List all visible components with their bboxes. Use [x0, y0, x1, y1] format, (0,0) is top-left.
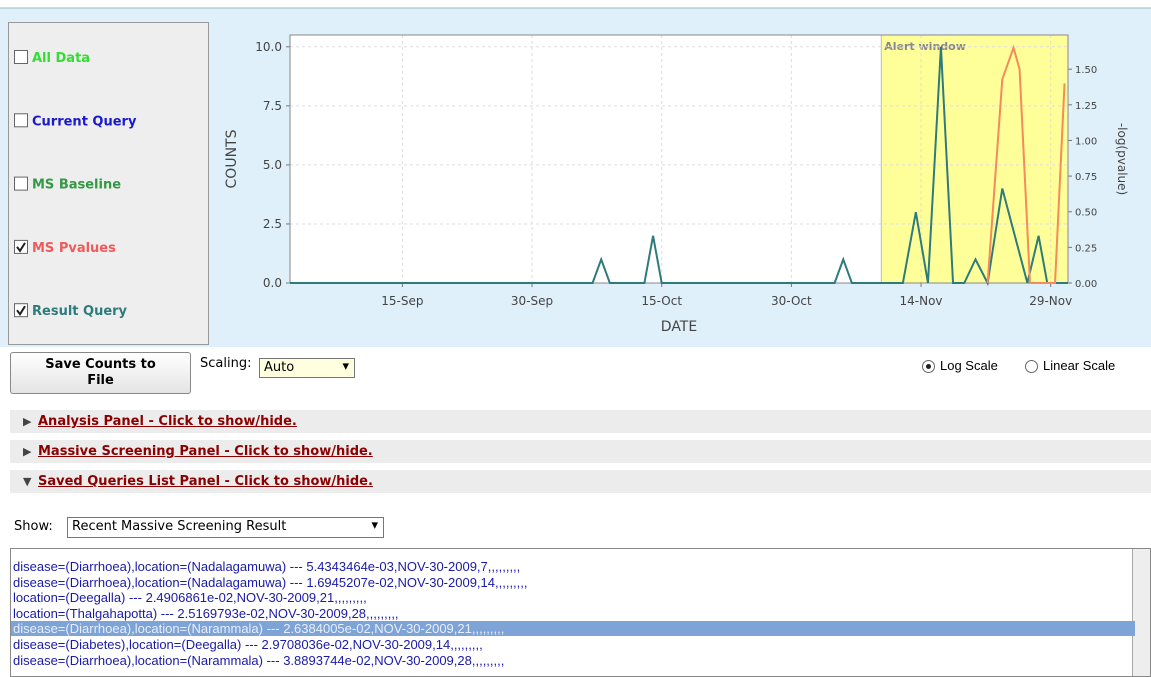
legend-checkbox[interactable]: MS Pvalues: [14, 239, 117, 256]
checkbox: [14, 239, 28, 254]
y2-axis-label: -log(pvalue): [1115, 123, 1129, 195]
radio[interactable]: [1025, 360, 1038, 373]
list-item[interactable]: disease=(Diarrhoea),location=(Nadalagamu…: [13, 574, 528, 590]
y2-tick-label: 1.50: [1075, 65, 1097, 76]
y2-tick-label: 1.25: [1075, 101, 1097, 112]
panel-link[interactable]: Massive Screening Panel - Click to show/…: [38, 444, 373, 459]
y-tick-label: 0.0: [263, 276, 282, 290]
checkmark: [16, 242, 26, 253]
list-item[interactable]: location=(Thalgahapotta) --- 2.5169793e-…: [13, 605, 399, 621]
x-tick-label: 29-Nov: [1029, 294, 1072, 308]
disclosure-triangle: ▶: [23, 445, 32, 458]
scaling-select[interactable]: Auto ▾: [259, 358, 355, 378]
legend-label: MS Pvalues: [32, 241, 116, 256]
panel-header[interactable]: ▶ Massive Screening Panel - Click to show…: [10, 440, 1151, 463]
legend-label: Result Query: [32, 304, 128, 319]
radio-dot: [926, 364, 931, 369]
series-line: [986, 44, 1066, 284]
y2-tick-label: 1.00: [1075, 136, 1097, 147]
radio[interactable]: [922, 360, 935, 373]
query-list[interactable]: disease=(Diarrhoea),location=(Nadalagamu…: [10, 548, 1151, 677]
y-axis-label: COUNTS: [224, 129, 240, 188]
dropdown-arrow: ▾: [371, 518, 378, 533]
panel-header[interactable]: ▶ Analysis Panel - Click to show/hide.: [10, 410, 1151, 433]
legend-box: [8, 22, 209, 345]
list-item[interactable]: disease=(Diarrhoea),location=(Nadalagamu…: [13, 559, 521, 574]
y-tick-label: 5.0: [263, 158, 282, 172]
x-axis-label: DATE: [661, 319, 697, 335]
legend-label: Current Query: [32, 114, 137, 129]
y2-tick-label: 0.50: [1075, 208, 1097, 219]
legend-checkbox[interactable]: Current Query: [14, 113, 137, 130]
scaling-value: Auto: [264, 360, 295, 375]
list-item[interactable]: disease=(Diarrhoea),location=(Narammala)…: [13, 652, 505, 668]
panel-header[interactable]: ▼ Saved Queries List Panel - Click to sho…: [10, 470, 1151, 493]
y2-tick-label: 0.25: [1075, 243, 1097, 254]
checkmark: [16, 305, 26, 316]
checkbox: [14, 113, 28, 128]
checkbox: [14, 176, 28, 191]
x-tick-label: 14-Nov: [900, 294, 943, 308]
scaling-label: Scaling:: [200, 356, 252, 371]
disclosure-triangle: ▶: [23, 415, 32, 428]
legend-checkbox[interactable]: All Data: [14, 50, 91, 67]
chart-panel: Alert window 15-Sep 30-Sep 15-Oct 30-Oct 14-N…: [0, 7, 1151, 347]
checkbox: [14, 303, 28, 318]
x-tick-label: 30-Sep: [511, 294, 553, 308]
x-tick-label: 15-Sep: [381, 294, 423, 308]
y2-tick-label: 0.75: [1075, 172, 1097, 183]
y-tick-label: 10.0: [255, 40, 282, 54]
radio-label: Linear Scale: [1043, 358, 1116, 373]
y-tick-label: 7.5: [263, 99, 282, 113]
legend-label: MS Baseline: [32, 178, 121, 193]
dropdown-arrow: ▾: [342, 359, 349, 374]
radio-label: Log Scale: [940, 358, 998, 373]
series-line: [290, 46, 1068, 287]
list-item[interactable]: disease=(Diabetes),location=(Deegalla) -…: [13, 637, 483, 652]
scrollbar[interactable]: [1132, 549, 1150, 676]
list-item[interactable]: disease=(Diarrhoea),location=(Narammala)…: [11, 621, 1135, 637]
legend-checkbox[interactable]: MS Baseline: [14, 176, 122, 193]
save-button[interactable]: Save Counts to File: [10, 352, 191, 394]
alert-window-label: Alert window: [884, 40, 966, 53]
panel-link[interactable]: Saved Queries List Panel - Click to show…: [38, 474, 373, 489]
show-value: Recent Massive Screening Result: [72, 519, 287, 534]
y-tick-label: 2.5: [263, 217, 282, 231]
checkbox: [14, 50, 28, 64]
show-label: Show:: [14, 519, 53, 534]
legend-checkbox[interactable]: Result Query: [14, 303, 128, 320]
y2-tick-label: 0.00: [1075, 279, 1097, 290]
x-tick-label: 30-Oct: [771, 294, 812, 308]
x-tick-label: 15-Oct: [641, 294, 682, 308]
list-item[interactable]: location=(Deegalla) --- 2.4906861e-02,NO…: [13, 590, 367, 606]
legend-label: All Data: [32, 51, 90, 66]
panel-link[interactable]: Analysis Panel - Click to show/hide.: [38, 414, 297, 429]
disclosure-triangle: ▼: [23, 475, 32, 488]
show-select[interactable]: Recent Massive Screening Result ▾: [67, 517, 384, 538]
